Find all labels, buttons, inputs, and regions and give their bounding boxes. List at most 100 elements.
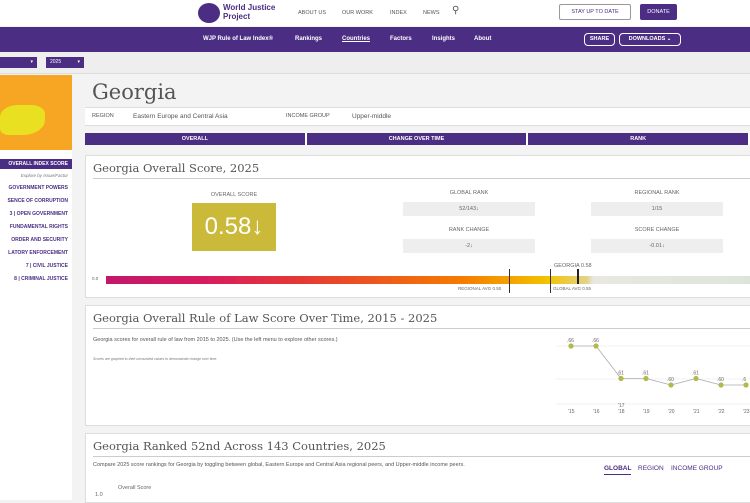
top-header: World Justice Project ABOUT US OUR WORK …: [0, 0, 750, 26]
sidebar-subheading: Explore by Issue/Factor: [20, 173, 68, 178]
stay-up-to-date-button[interactable]: STAY UP TO DATE: [559, 4, 631, 20]
x-tick-label: '21: [693, 409, 700, 415]
year-select[interactable]: 2025 ▾: [46, 57, 84, 68]
data-label: .66: [592, 338, 599, 344]
time-description: Georgia scores for overall rule of law f…: [93, 337, 338, 343]
scale-min-label: 0.0: [92, 276, 99, 281]
score-change-value: -0.01↓: [591, 239, 723, 253]
panel-title: Georgia Overall Score, 2025: [93, 161, 260, 175]
sidebar-item-civil-justice[interactable]: 7 | CIVIL JUSTICE: [25, 263, 68, 269]
sidebar-item-overall[interactable]: OVERALL INDEX SCORE: [0, 159, 72, 169]
nav-insights[interactable]: Insights: [432, 36, 456, 42]
regional-rank-value: 1/15: [591, 202, 723, 216]
data-point: [643, 375, 649, 382]
data-point: [693, 375, 699, 382]
sub-navigation: WJP Rule of Law Index® Rankings Countrie…: [0, 27, 750, 52]
data-label: .61: [642, 371, 649, 377]
search-icon[interactable]: ⚲: [452, 5, 460, 16]
country-map: [0, 75, 72, 150]
logo-text[interactable]: World Justice Project: [223, 3, 276, 21]
nav-index[interactable]: INDEX: [390, 10, 407, 16]
tab-overall[interactable]: OVERALL: [85, 133, 307, 145]
toggle-income-group[interactable]: INCOME GROUP: [671, 465, 723, 472]
downloads-button[interactable]: DOWNLOADS ⌄: [619, 33, 681, 46]
georgia-marker-label: GEORGIA 0.58: [554, 263, 592, 269]
y-axis-label: Overall Score: [118, 485, 152, 491]
sidebar-item-corruption[interactable]: SENCE OF CORRUPTION: [7, 198, 68, 204]
nav-countries[interactable]: Countries: [342, 36, 371, 42]
sidebar-item-criminal-justice[interactable]: 8 | CRIMINAL JUSTICE: [14, 276, 68, 282]
sidebar-item-open-government[interactable]: 3 | OPEN GOVERNMENT: [9, 211, 68, 217]
sidebar-item-government-powers[interactable]: GOVERNMENT POWERS: [8, 185, 68, 191]
toggle-region[interactable]: REGION: [638, 465, 664, 472]
nav-about-us[interactable]: ABOUT US: [298, 10, 327, 16]
toggle-global[interactable]: GLOBAL: [604, 465, 632, 475]
nav-news[interactable]: NEWS: [423, 10, 440, 16]
x-tick-label: '16: [593, 409, 600, 415]
country-info-row: [85, 107, 750, 126]
global-rank-label: GLOBAL RANK: [449, 190, 489, 196]
score-over-time-panel: Georgia Overall Rule of Law Score Over T…: [85, 305, 750, 426]
data-point: [743, 382, 749, 388]
sidebar-item-fundamental-rights[interactable]: FUNDAMENTAL RIGHTS: [9, 224, 68, 230]
panel-title: Georgia Ranked 52nd Across 143 Countries…: [93, 439, 386, 453]
nav-about[interactable]: About: [474, 36, 492, 42]
data-label: .61: [617, 371, 624, 377]
data-point: [618, 375, 624, 382]
share-button[interactable]: SHARE: [584, 33, 615, 46]
view-tabs: OVERALL CHANGE OVER TIME RANK: [85, 133, 750, 145]
georgia-marker[interactable]: [577, 269, 579, 284]
georgia-shape: [0, 105, 45, 135]
nav-rule-of-law-index[interactable]: WJP Rule of Law Index®: [203, 36, 273, 42]
divider: [93, 456, 750, 457]
nav-rankings[interactable]: Rankings: [295, 36, 323, 42]
data-point: [668, 382, 674, 388]
divider: [93, 328, 750, 329]
income-label: INCOME GROUP: [286, 113, 330, 119]
rank-description: Compare 2025 score rankings for Georgia …: [93, 462, 465, 468]
regional-rank-label: REGIONAL RANK: [634, 190, 680, 196]
y-tick: 1.0: [95, 492, 103, 498]
year-value: 2025: [50, 59, 62, 65]
overall-score-panel: Georgia Overall Score, 2025 OVERALL SCOR…: [85, 155, 750, 298]
panel-title: Georgia Overall Rule of Law Score Over T…: [93, 311, 438, 325]
overall-score-value: 0.58↓: [192, 203, 276, 251]
chevron-down-icon: ▾: [77, 59, 80, 65]
regional-avg-marker: [509, 269, 510, 293]
data-label: .66: [567, 338, 574, 344]
country-select[interactable]: ▾: [0, 57, 37, 68]
region-label: REGION: [92, 113, 114, 119]
x-tick-label: '15: [568, 409, 575, 415]
income-value: Upper-middle: [352, 113, 392, 120]
global-avg-label: GLOBAL AVG 0.55: [553, 286, 592, 291]
data-point: [568, 343, 574, 349]
data-point: [718, 382, 724, 388]
data-label: .60: [717, 377, 724, 383]
chevron-down-icon: ▾: [30, 59, 33, 65]
region-value: Eastern Europe and Central Asia: [133, 113, 228, 120]
data-label: .60: [667, 377, 674, 383]
x-tick-label: '22: [718, 409, 725, 415]
nav-factors[interactable]: Factors: [390, 36, 412, 42]
x-tick-label: '23: [743, 409, 750, 415]
country-title: Georgia: [92, 80, 177, 104]
tab-rank[interactable]: RANK: [528, 133, 750, 145]
sidebar-item-regulatory-enforcement[interactable]: LATORY ENFORCEMENT: [8, 250, 68, 256]
rank-change-label: RANK CHANGE: [448, 227, 490, 233]
data-label: .6: [742, 377, 746, 383]
overall-score-label: OVERALL SCORE: [210, 192, 258, 198]
wjp-logo-icon[interactable]: [198, 3, 220, 23]
filter-bar: ▾ 2025 ▾: [0, 52, 750, 74]
donate-button[interactable]: DONATE: [640, 4, 677, 20]
tab-change-over-time[interactable]: CHANGE OVER TIME: [307, 133, 529, 145]
x-tick-label: '19: [643, 409, 650, 415]
time-note: Scores are graphed to their unrounded va…: [93, 357, 218, 361]
divider: [93, 178, 750, 179]
sidebar: OVERALL INDEX SCORE Explore by Issue/Fac…: [0, 75, 72, 500]
nav-our-work[interactable]: OUR WORK: [342, 10, 373, 16]
sidebar-item-order-security[interactable]: ORDER AND SECURITY: [11, 237, 68, 243]
x-tick-label: '20: [668, 409, 675, 415]
x-tick-label: '18: [618, 409, 625, 415]
score-gradient-bar: [106, 276, 750, 284]
score-change-label: SCORE CHANGE: [634, 227, 680, 233]
